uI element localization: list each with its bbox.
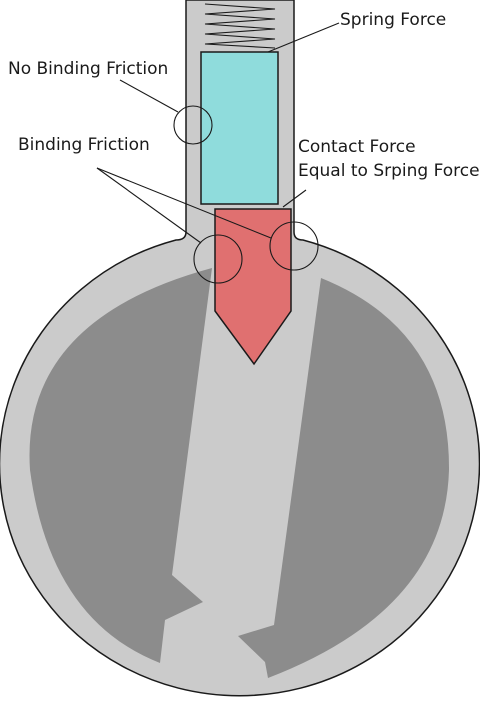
red-tip — [214, 208, 292, 366]
no-binding-circle — [173, 105, 213, 145]
no-binding-leader — [119, 79, 179, 113]
contact-force-leader — [282, 189, 307, 208]
equal-spring-force-label: Equal to Srping Force — [298, 161, 480, 181]
spring-force-leader — [267, 22, 340, 53]
contact-force-label: Contact Force — [298, 137, 416, 157]
binding-circle-right — [269, 221, 319, 271]
binding-leader-right — [96, 167, 272, 239]
spring-force-label: Spring Force — [340, 10, 446, 30]
no-binding-friction-label: No Binding Friction — [8, 59, 168, 79]
plunger — [200, 51, 279, 205]
spring — [204, 3, 276, 49]
binding-leader-left — [96, 167, 202, 244]
binding-friction-label: Binding Friction — [18, 135, 150, 155]
left-dark-region — [29, 268, 213, 663]
right-dark-region — [238, 278, 450, 678]
binding-circle-left — [193, 234, 243, 284]
